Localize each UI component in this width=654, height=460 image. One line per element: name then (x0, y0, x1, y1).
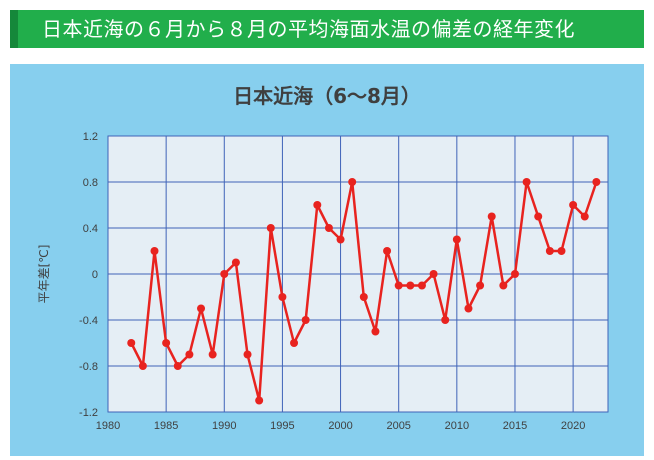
data-point (545, 247, 554, 255)
data-point (301, 316, 310, 324)
y-tick-label: 0 (92, 269, 98, 281)
x-tick-label: 2015 (503, 420, 527, 432)
title-banner: 日本近海の６月から８月の平均海面水温の偏差の経年変化 (10, 10, 644, 48)
data-point (127, 339, 136, 347)
data-point (406, 281, 415, 290)
x-tick-label: 2020 (561, 420, 585, 432)
x-tick-label: 1980 (96, 420, 120, 432)
data-point (371, 327, 380, 336)
data-point (173, 362, 182, 370)
banner-title: 日本近海の６月から８月の平均海面水温の偏差の経年変化 (42, 17, 575, 41)
data-point (510, 270, 519, 278)
data-point (452, 235, 461, 244)
y-tick-label: 1.2 (83, 131, 98, 143)
data-point (150, 247, 159, 255)
banner-accent (10, 10, 18, 48)
data-point (348, 178, 357, 186)
data-point (534, 212, 543, 221)
x-tick-label: 1995 (270, 420, 294, 432)
data-point (138, 362, 147, 370)
data-point (185, 350, 194, 359)
data-point (255, 396, 264, 405)
data-point (208, 350, 217, 359)
data-point (290, 339, 299, 347)
data-point (441, 316, 450, 324)
data-point (464, 304, 473, 313)
x-tick-label: 2010 (445, 420, 469, 432)
data-point (197, 304, 206, 313)
data-point (220, 270, 229, 278)
chart-title: 日本近海（6〜8月） (233, 84, 421, 108)
data-point (487, 212, 496, 221)
y-tick-label: 0.4 (83, 223, 98, 235)
data-point (569, 201, 578, 209)
data-point (359, 293, 368, 301)
x-tick-label: 1985 (154, 420, 178, 432)
y-tick-label: 0.8 (83, 177, 98, 189)
data-point (417, 281, 426, 290)
data-point (313, 201, 322, 209)
data-point (557, 247, 566, 255)
data-point (522, 178, 531, 186)
y-tick-label: -0.4 (79, 315, 98, 327)
data-point (278, 293, 287, 301)
data-point (162, 339, 171, 347)
data-point (336, 235, 345, 244)
x-tick-label: 2000 (328, 420, 352, 432)
plot-border (107, 135, 609, 413)
data-point (324, 224, 333, 232)
y-tick-label: -1.2 (79, 407, 98, 419)
y-tick-label: -0.8 (79, 361, 98, 373)
data-point (499, 281, 508, 290)
data-point (429, 270, 438, 278)
data-point (383, 247, 392, 255)
x-tick-label: 2005 (386, 420, 410, 432)
data-point (592, 178, 601, 186)
data-point (231, 258, 240, 267)
data-point (243, 350, 252, 359)
data-point (476, 281, 485, 290)
data-point (394, 281, 403, 290)
data-point (266, 224, 275, 232)
x-tick-label: 1990 (212, 420, 236, 432)
data-point (580, 212, 589, 221)
y-axis-label: 平年差[℃] (37, 245, 51, 304)
